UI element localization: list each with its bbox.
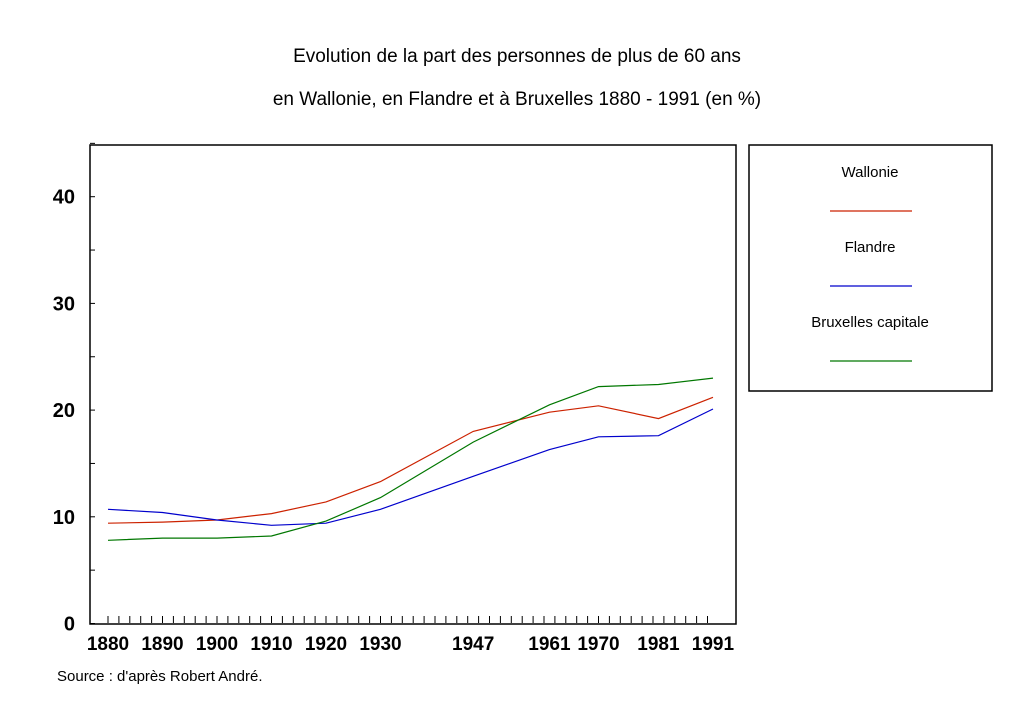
source-note: Source : d'après Robert André. <box>57 668 263 685</box>
series-lines <box>107 377 714 541</box>
x-tick-label: 1947 <box>452 634 494 655</box>
y-tick-label: 30 <box>53 293 75 315</box>
chart-title-line-2: en Wallonie, en Flandre et à Bruxelles 1… <box>272 89 762 110</box>
legend-box <box>748 144 993 392</box>
x-tick-label: 1981 <box>637 634 680 655</box>
y-tick-label: 0 <box>64 614 75 636</box>
y-tick-label: 20 <box>53 400 75 422</box>
y-tick-label: 40 <box>53 187 75 209</box>
series-line-wallonie <box>107 396 714 524</box>
series-line-flandre <box>107 408 714 526</box>
y-tick-label: 10 <box>53 507 75 529</box>
y-axis-labels: 0 10 20 30 40 <box>53 187 75 636</box>
x-tick-label: 1961 <box>528 634 571 655</box>
axis-ticks <box>90 142 708 624</box>
series-line-bruxelles-capitale <box>107 377 714 541</box>
x-tick-label: 1890 <box>141 634 183 655</box>
legend-label-wallonie: Wallonie <box>842 164 899 181</box>
x-tick-label: 1991 <box>692 634 735 655</box>
legend-label-flandre: Flandre <box>845 239 896 256</box>
x-tick-label: 1880 <box>87 634 129 655</box>
legend: Wallonie Flandre Bruxelles capitale <box>811 164 929 362</box>
x-tick-label: 1900 <box>196 634 238 655</box>
x-axis-labels: 1880 1890 1900 1910 1920 1930 1947 1961 1970 1981… <box>87 634 735 655</box>
x-tick-label: 1930 <box>359 634 401 655</box>
plot-frame <box>89 144 737 625</box>
legend-label-bruxelles-capitale: Bruxelles capitale <box>811 314 929 331</box>
x-tick-label: 1910 <box>250 634 292 655</box>
x-tick-label: 1970 <box>577 634 619 655</box>
x-tick-label: 1920 <box>305 634 347 655</box>
chart-title-line-1: Evolution de la part des personnes de pl… <box>293 46 741 67</box>
